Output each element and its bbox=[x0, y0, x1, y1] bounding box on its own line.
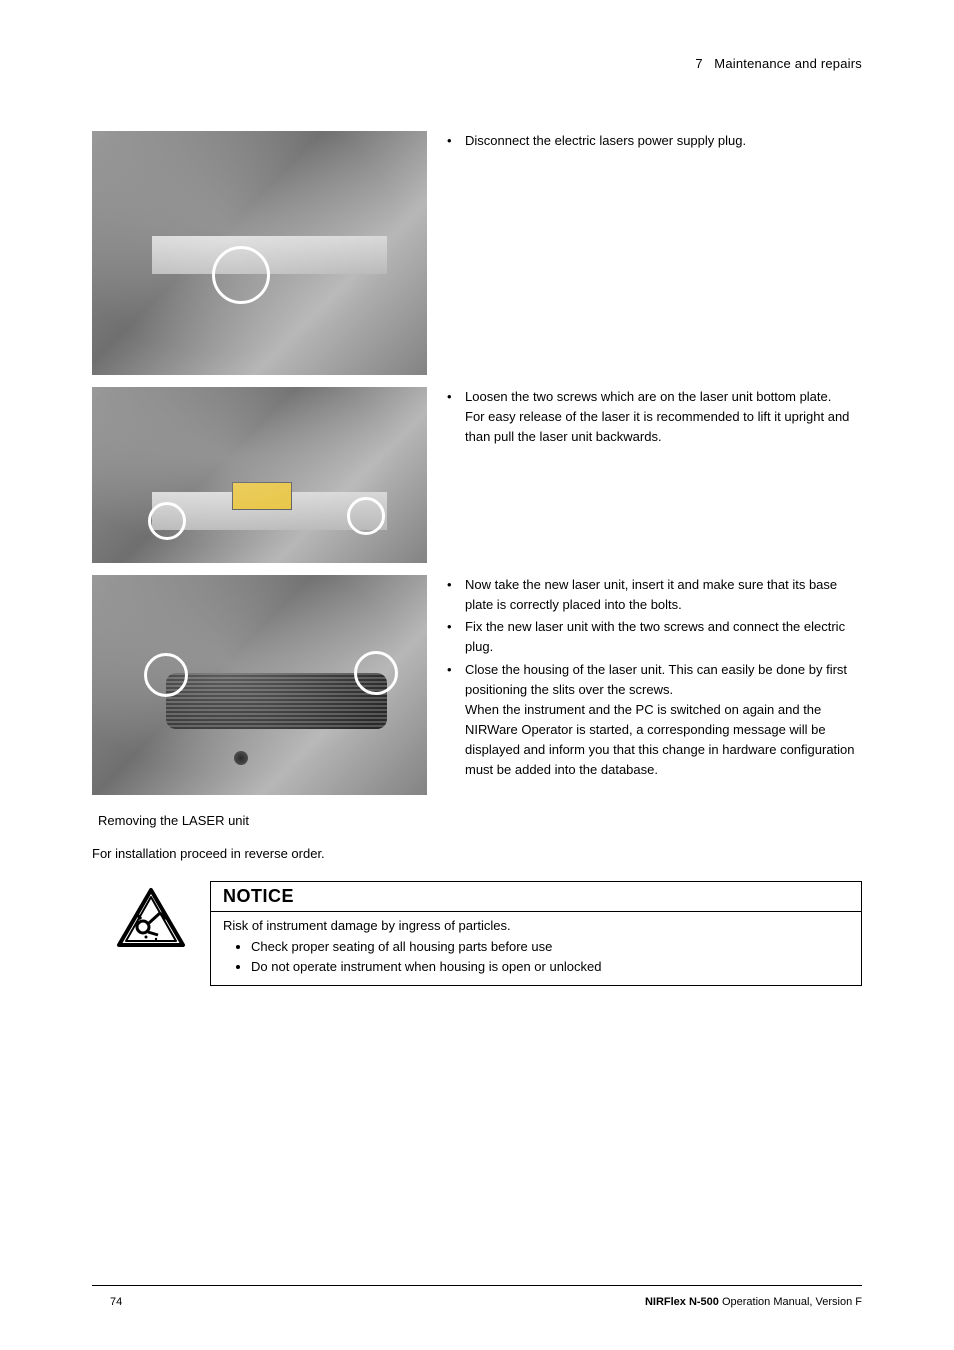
figure-caption: Removing the LASER unit bbox=[98, 813, 862, 828]
page-number: 74 bbox=[110, 1296, 122, 1308]
footer-product-name: NIRFlex N-500 bbox=[645, 1296, 719, 1308]
step-text: Now take the new laser unit, insert it a… bbox=[447, 575, 862, 615]
step-continuation: For easy release of the laser it is reco… bbox=[465, 407, 862, 447]
step-text: Disconnect the electric lasers power sup… bbox=[447, 131, 862, 151]
warning-triangle-icon bbox=[116, 887, 186, 949]
body-paragraph: For installation proceed in reverse orde… bbox=[92, 846, 862, 861]
callout-circle-icon bbox=[148, 502, 186, 540]
section-number: 7 bbox=[695, 56, 702, 71]
callout-circle-icon bbox=[212, 246, 270, 304]
notice-icon-cell bbox=[92, 881, 210, 986]
callout-circle-icon bbox=[347, 497, 385, 535]
footer-product-rest: Operation Manual, Version F bbox=[719, 1296, 862, 1308]
footer-text: NIRFlex N-500 Operation Manual, Version … bbox=[645, 1296, 862, 1308]
notice-item: Do not operate instrument when housing i… bbox=[251, 957, 849, 977]
photo-insert-new-unit bbox=[92, 575, 427, 795]
callout-circle-icon bbox=[354, 651, 398, 695]
page-footer: 74 NIRFlex N-500 Operation Manual, Versi… bbox=[92, 1285, 862, 1308]
notice-risk-text: Risk of instrument damage by ingress of … bbox=[223, 918, 849, 933]
step-text: Fix the new laser unit with the two scre… bbox=[447, 617, 862, 657]
photo-loosen-screws bbox=[92, 387, 427, 563]
callout-circle-icon bbox=[144, 653, 188, 697]
step-text-span: Close the housing of the laser unit. Thi… bbox=[465, 662, 847, 697]
photo-disconnect-plug bbox=[92, 131, 427, 375]
notice-item: Check proper seating of all housing part… bbox=[251, 937, 849, 957]
step-text: Close the housing of the laser unit. Thi… bbox=[447, 660, 862, 781]
notice-title: NOTICE bbox=[223, 886, 294, 906]
step-text-span: Loosen the two screws which are on the l… bbox=[465, 389, 831, 404]
step-continuation: When the instrument and the PC is switch… bbox=[465, 700, 862, 781]
section-title: Maintenance and repairs bbox=[714, 56, 862, 71]
notice-box: NOTICE Risk of instrument damage by ingr… bbox=[210, 881, 862, 986]
step-text: Loosen the two screws which are on the l… bbox=[447, 387, 862, 447]
header-section: 7 Maintenance and repairs bbox=[92, 56, 862, 71]
